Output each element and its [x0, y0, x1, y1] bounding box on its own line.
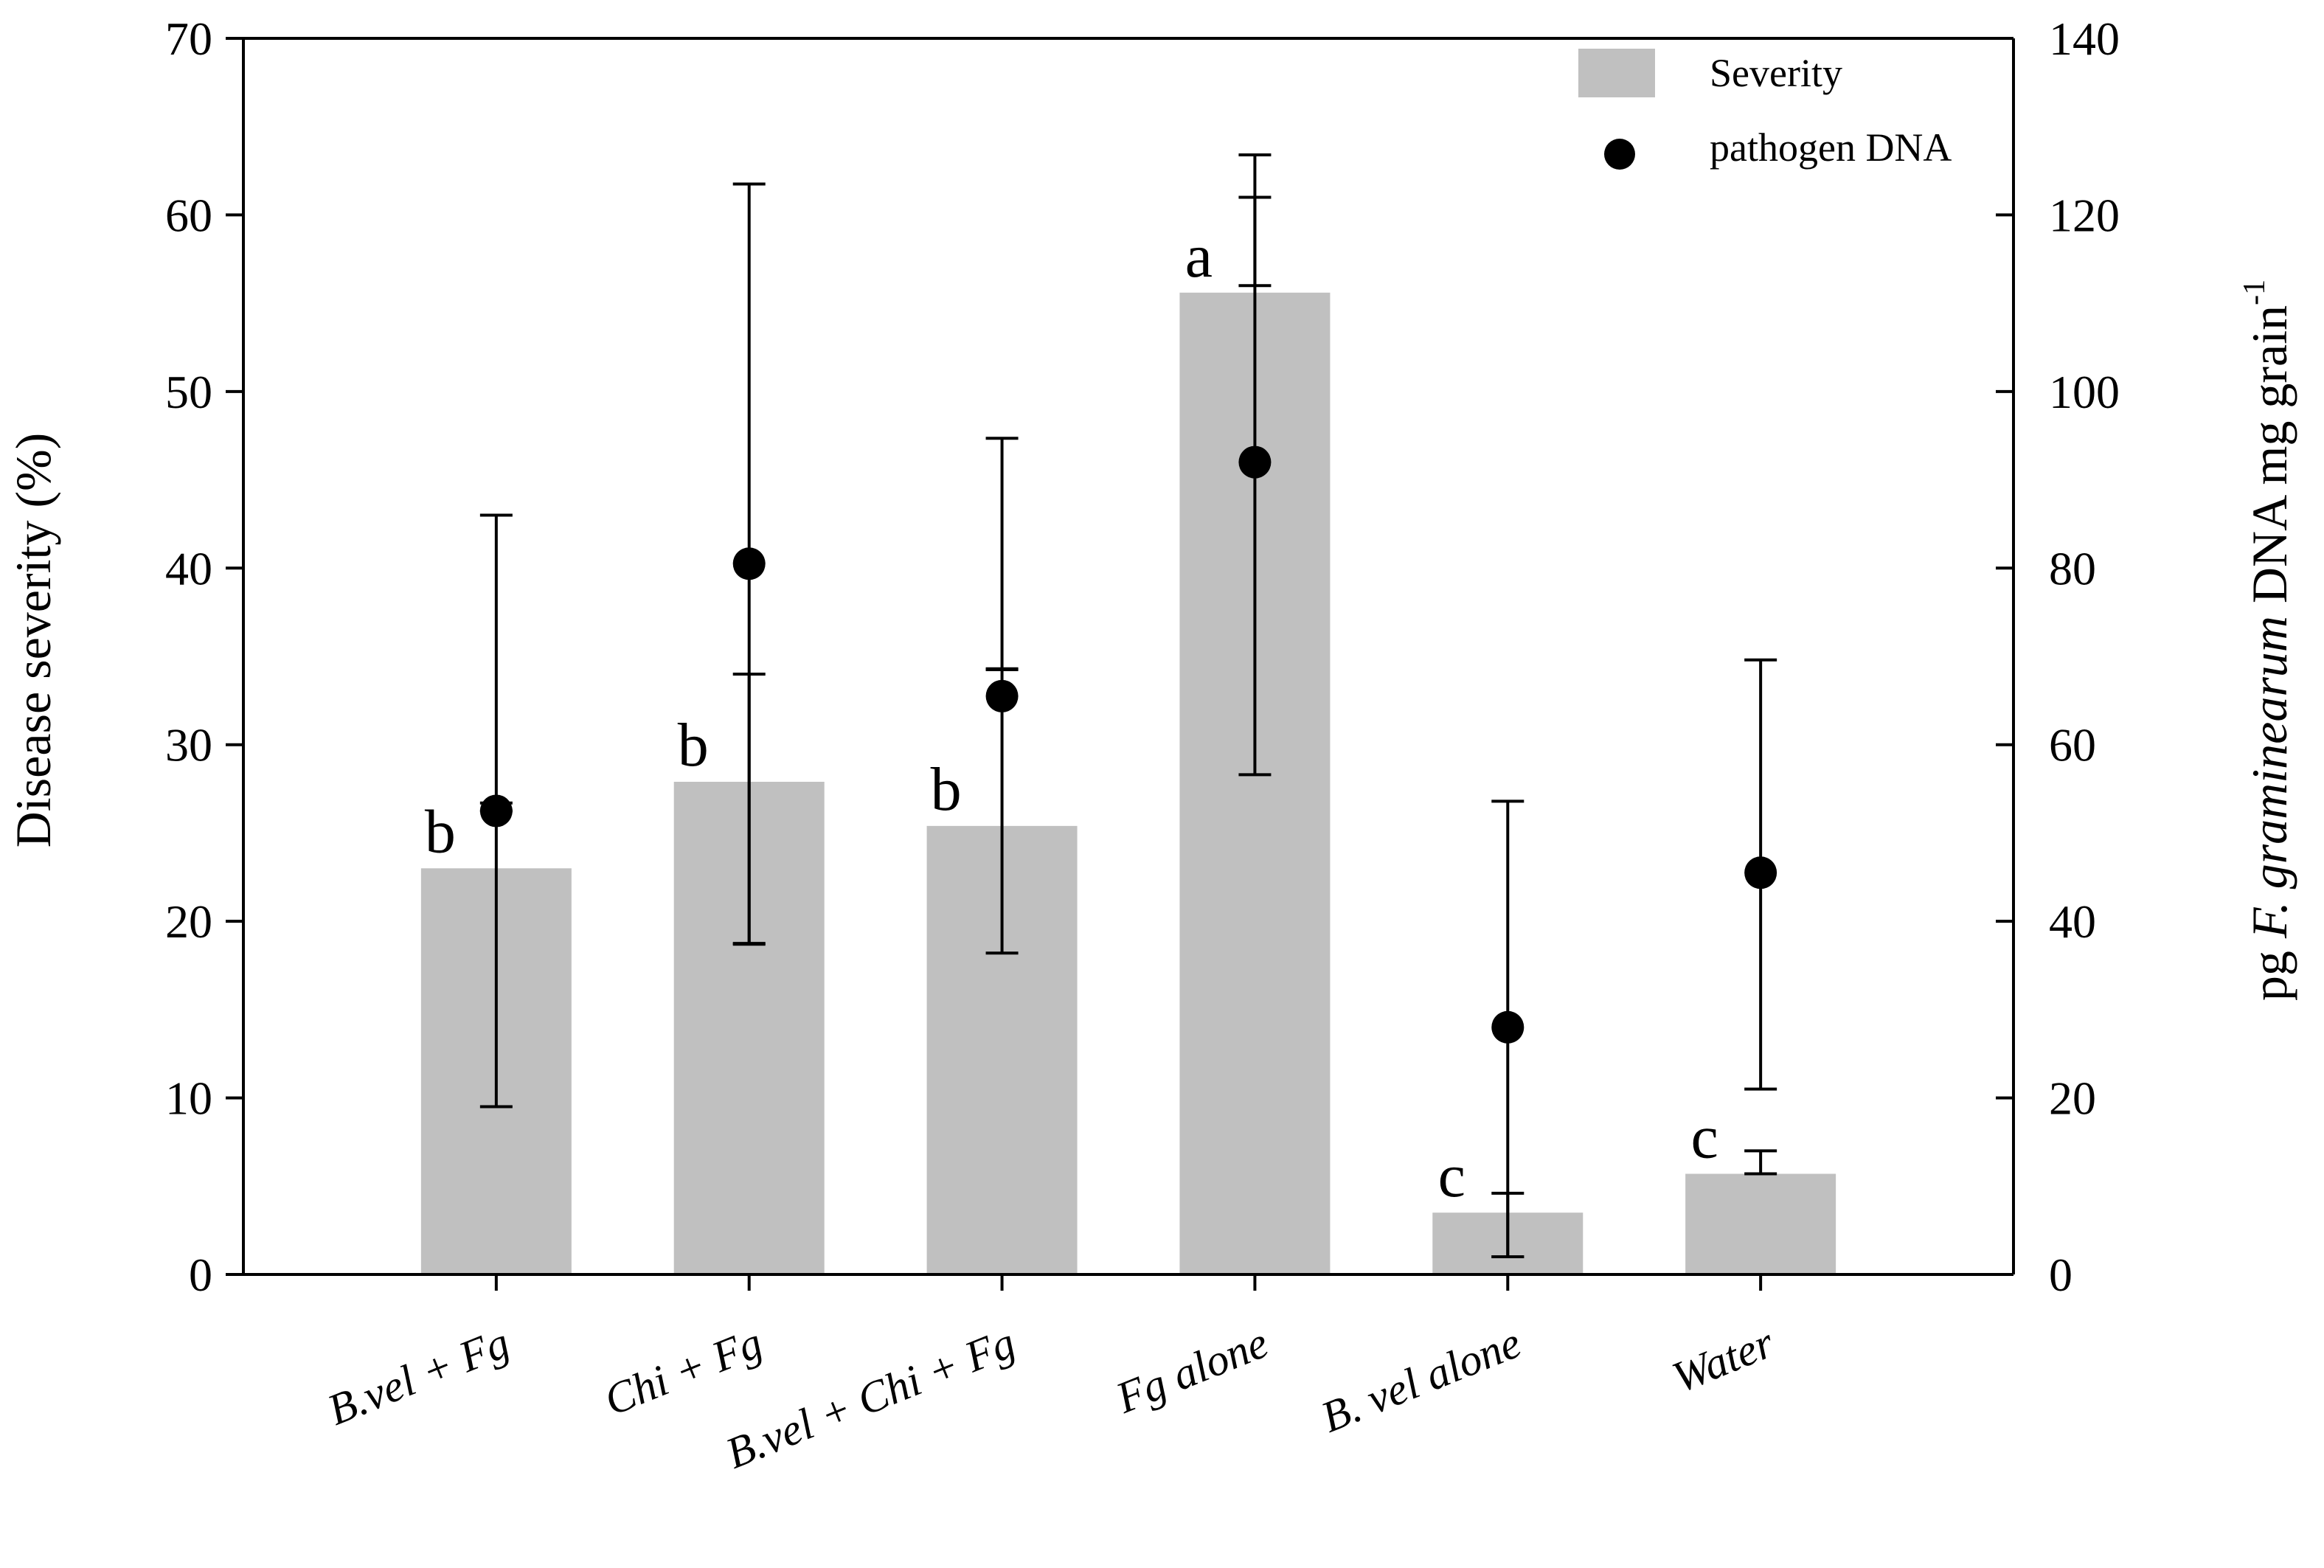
x-tick-label-3: Fg alone — [1109, 1318, 1274, 1423]
x-tick-label-1: Chi + Fg — [597, 1318, 769, 1425]
points-layer — [479, 445, 1777, 1044]
legend-label-pathogen-dna: pathogen DNA — [1710, 125, 1952, 170]
y-tick-label-left-7: 70 — [165, 13, 212, 65]
y-axis-label-right-prefix: pg — [2241, 938, 2297, 1001]
y-tick-label-left-4: 40 — [165, 542, 212, 594]
significance-letter-1: b — [678, 711, 709, 780]
y-tick-label-left-2: 20 — [165, 895, 212, 948]
dna-point-4 — [1491, 1010, 1525, 1044]
legend: Severity pathogen DNA — [1578, 49, 1952, 170]
x-tick-label-0: B.vel + Fg — [321, 1318, 516, 1435]
y-tick-label-left-5: 50 — [165, 366, 212, 418]
y-tick-label-right-7: 140 — [2049, 13, 2120, 65]
legend-marker-pathogen-dna — [1604, 139, 1635, 170]
y-tick-label-left-6: 60 — [165, 189, 212, 241]
y-axis-label-right: pg F. graminearum DNA mg grain-1 — [2238, 280, 2297, 1001]
x-tick-label-2: B.vel + Chi + Fg — [719, 1318, 1021, 1478]
y-tick-label-right-2: 40 — [2049, 895, 2096, 948]
significance-letter-4: c — [1438, 1142, 1465, 1210]
y-axis-label-right-species: F. graminearum — [2241, 616, 2297, 939]
y-tick-label-right-5: 100 — [2049, 366, 2120, 418]
significance-letter-0: b — [425, 797, 456, 866]
significance-letters-layer: b b b a c c — [425, 222, 1718, 1210]
y-axis-label-left: Disease severity (%) — [5, 433, 61, 848]
y-tick-label-right-4: 80 — [2049, 542, 2096, 594]
significance-letter-5: c — [1690, 1103, 1718, 1172]
significance-letter-2: b — [931, 755, 962, 824]
dna-point-3 — [1238, 445, 1272, 479]
y-tick-label-right-0: 0 — [2049, 1249, 2072, 1301]
significance-letter-3: a — [1185, 222, 1213, 291]
dna-point-1 — [732, 547, 766, 580]
bars-layer — [420, 292, 1836, 1275]
axes-layer: 0 10 20 30 40 50 60 70 0 20 40 60 80 100 120 140 — [165, 13, 2120, 1301]
dna-point-2 — [985, 679, 1019, 712]
y-tick-label-right-1: 20 — [2049, 1072, 2096, 1125]
y-tick-label-right-6: 120 — [2049, 189, 2120, 241]
y-tick-label-left-0: 0 — [189, 1249, 212, 1301]
x-tick-label-5: Water — [1665, 1318, 1780, 1402]
x-tick-label-4: B. vel alone — [1314, 1318, 1527, 1442]
dna-point-5 — [1744, 856, 1777, 889]
x-tick-labels-layer: B.vel + Fg Chi + FgB.vel + Chi + Fg Fg alo… — [321, 1318, 1781, 1478]
y-tick-label-right-3: 60 — [2049, 719, 2096, 771]
y-tick-label-left-3: 30 — [165, 719, 212, 771]
y-tick-label-left-1: 10 — [165, 1072, 212, 1125]
dna-point-0 — [479, 794, 513, 828]
legend-label-severity: Severity — [1710, 51, 1842, 95]
legend-swatch-severity — [1578, 49, 1655, 97]
y-axis-label-right-superscript: -1 — [2238, 280, 2272, 305]
y-axis-label-right-suffix: DNA mg grain — [2241, 305, 2297, 616]
bar-5 — [1685, 1173, 1836, 1274]
